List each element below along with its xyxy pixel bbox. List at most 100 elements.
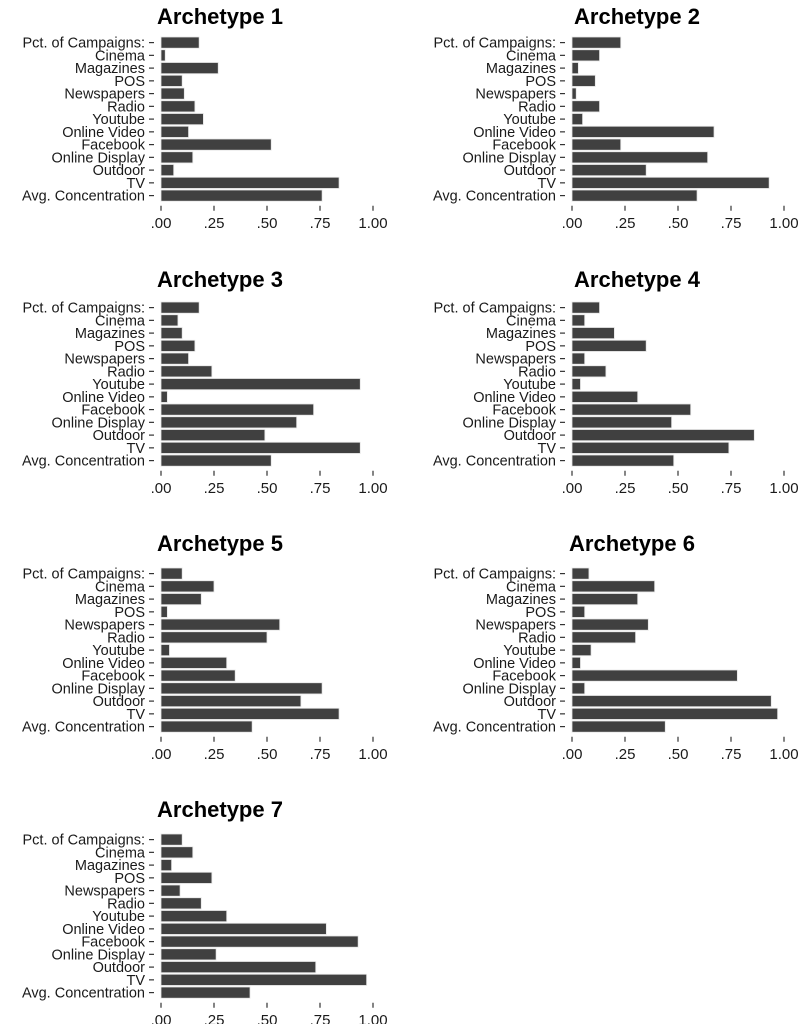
bar [571, 151, 709, 164]
bar [160, 846, 194, 859]
category-label: Online Display [463, 415, 557, 431]
category-label: Youtube [92, 909, 145, 925]
category-label: Pct. of Campaigns: [23, 567, 146, 583]
x-tick-label: .75 [721, 746, 742, 763]
bar [160, 618, 281, 631]
bar [571, 125, 715, 138]
bar [160, 390, 168, 403]
bar [160, 176, 340, 189]
category-label: Cinema [95, 845, 146, 861]
bar [571, 403, 692, 416]
x-tick-label: .00 [562, 215, 583, 232]
category-label: Facebook [81, 138, 145, 154]
category-label: POS [114, 605, 145, 621]
bar [571, 352, 586, 365]
bar [160, 961, 317, 974]
bar [160, 935, 359, 948]
category-label: POS [114, 339, 145, 355]
category-label: Pct. of Campaigns: [434, 36, 557, 52]
category-label: Youtube [503, 112, 556, 128]
category-label: TV [126, 441, 145, 457]
category-label: POS [114, 871, 145, 887]
x-tick-label: 1.00 [358, 215, 387, 232]
bar [160, 352, 189, 365]
category-label: Magazines [75, 592, 145, 608]
bar [571, 605, 586, 618]
x-tick-label: 1.00 [769, 215, 798, 232]
bar [571, 327, 615, 340]
bar [571, 567, 590, 580]
archetype-panel-2: Archetype 2 Pct. of Campaigns:CinemaMagaz… [433, 4, 799, 232]
category-label: Pct. of Campaigns: [23, 833, 146, 849]
bar [571, 87, 577, 100]
bar [160, 74, 183, 87]
category-label: Facebook [492, 403, 556, 419]
bar [160, 910, 228, 923]
panel-title: Archetype 4 [574, 267, 701, 292]
category-label: Newspapers [64, 87, 145, 103]
category-label: Cinema [95, 48, 146, 64]
x-tick-label: .50 [257, 746, 278, 763]
category-label: Magazines [486, 61, 556, 77]
category-label: Facebook [492, 669, 556, 685]
category-label: Online Video [473, 656, 556, 672]
category-label: Youtube [92, 377, 145, 393]
category-label: Cinema [506, 313, 557, 329]
category-label: Outdoor [504, 428, 557, 444]
bar [160, 49, 166, 62]
category-label: Newspapers [475, 352, 556, 368]
category-label: TV [537, 176, 556, 192]
category-label: Pct. of Campaigns: [23, 36, 146, 52]
bar [571, 454, 675, 467]
bar [571, 378, 581, 391]
bar [160, 441, 361, 454]
bar [571, 416, 673, 429]
bar [160, 580, 215, 593]
bar [571, 189, 698, 202]
bar [160, 189, 323, 202]
category-label: Online Display [52, 415, 146, 431]
bar [571, 390, 639, 403]
category-label: TV [126, 176, 145, 192]
category-label: Online Video [473, 125, 556, 141]
bar [571, 656, 581, 669]
category-label: Pct. of Campaigns: [23, 301, 146, 317]
x-tick-label: .75 [310, 480, 331, 497]
bar [160, 859, 172, 872]
category-label: Radio [107, 630, 145, 646]
bar [160, 922, 327, 935]
archetype-panel-4: Archetype 4 Pct. of Campaigns:CinemaMagaz… [433, 267, 799, 497]
category-label: Online Video [62, 656, 145, 672]
x-tick-label: .75 [310, 1012, 331, 1024]
category-label: Facebook [81, 403, 145, 419]
category-label: Outdoor [504, 694, 557, 710]
bar [160, 164, 175, 177]
bar [160, 454, 272, 467]
bar [160, 339, 196, 352]
x-tick-label: .00 [151, 480, 172, 497]
bar [571, 720, 666, 733]
category-label: Avg. Concentration [22, 720, 145, 736]
category-label: POS [525, 605, 556, 621]
bar [160, 871, 213, 884]
category-label: Avg. Concentration [433, 454, 556, 470]
x-tick-label: .50 [668, 480, 689, 497]
category-label: Online Video [62, 390, 145, 406]
panel-title: Archetype 5 [157, 531, 283, 556]
bar [160, 682, 323, 695]
bar [160, 327, 183, 340]
category-label: Cinema [506, 579, 557, 595]
bar [571, 74, 596, 87]
x-tick-label: .00 [151, 1012, 172, 1024]
bar [160, 100, 196, 113]
category-label: Facebook [81, 935, 145, 951]
category-label: Magazines [486, 592, 556, 608]
category-label: Cinema [95, 313, 146, 329]
archetype-panel-5: Archetype 5 Pct. of Campaigns:CinemaMagaz… [22, 531, 388, 763]
category-label: Radio [518, 364, 556, 380]
category-label: Radio [107, 896, 145, 912]
bar [160, 365, 213, 378]
bar [160, 986, 251, 999]
category-label: Newspapers [475, 618, 556, 634]
